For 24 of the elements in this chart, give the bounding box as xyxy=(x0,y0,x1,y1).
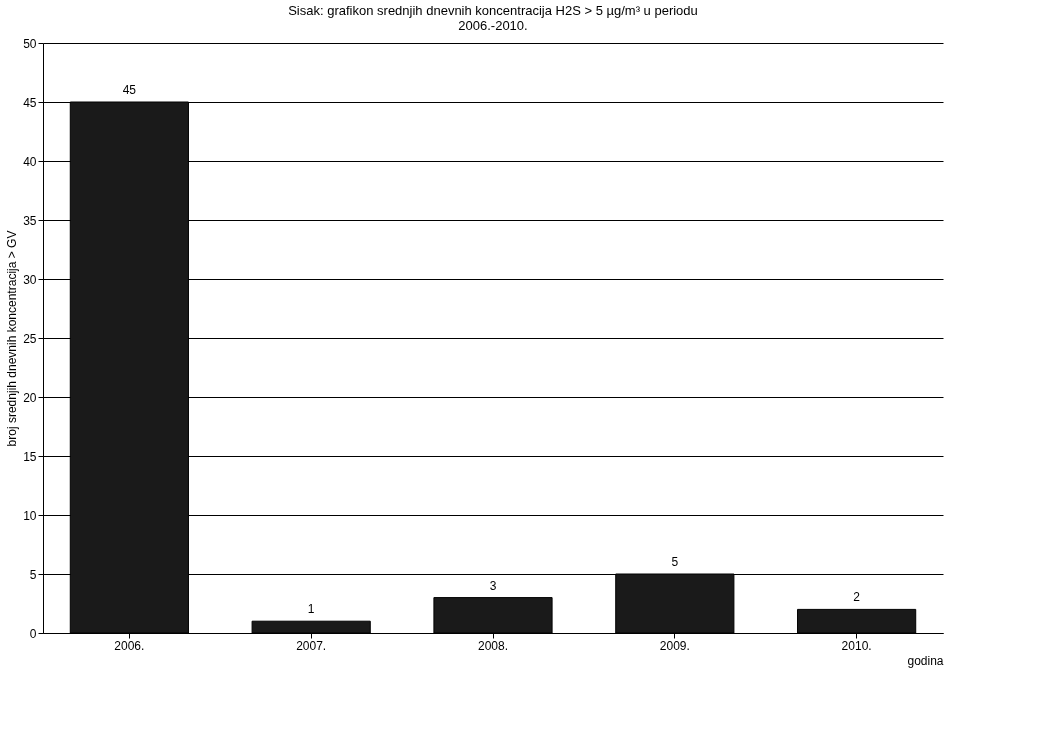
y-tick-label: 10 xyxy=(23,508,37,523)
y-tick-label: 25 xyxy=(23,331,37,346)
chart-title: Sisak: grafikon srednjih dnevnih koncentracija H2S > 5 µg/m³ u periodu 2006.-2010. xyxy=(288,3,698,33)
x-tick-label: 2009. xyxy=(659,638,690,653)
data-label: 1 xyxy=(307,602,315,617)
x-tick-label: 2007. xyxy=(296,638,327,653)
y-tick-label: 5 xyxy=(29,567,37,582)
y-tick-label: 15 xyxy=(23,449,37,464)
x-axis-title: godina xyxy=(907,653,944,668)
y-axis-title: broj srednjih dnevnih koncentracija > GV xyxy=(5,230,20,447)
y-tick-label: 45 xyxy=(23,95,37,110)
data-label: 5 xyxy=(671,555,679,569)
data-label: 45 xyxy=(122,83,137,97)
x-tick-label: 2010. xyxy=(841,638,872,653)
x-tick-label: 2006. xyxy=(114,638,145,653)
y-tick-label: 20 xyxy=(23,390,37,405)
x-tick-label: 2008. xyxy=(477,638,509,653)
y-tick-label: 40 xyxy=(23,154,37,169)
data-label: 3 xyxy=(489,578,497,593)
y-tick-label: 50 xyxy=(23,36,37,51)
y-tick-label: 0 xyxy=(29,626,37,641)
y-tick-label: 35 xyxy=(23,213,37,228)
data-label: 2 xyxy=(853,590,861,605)
y-tick-label: 30 xyxy=(23,272,37,287)
